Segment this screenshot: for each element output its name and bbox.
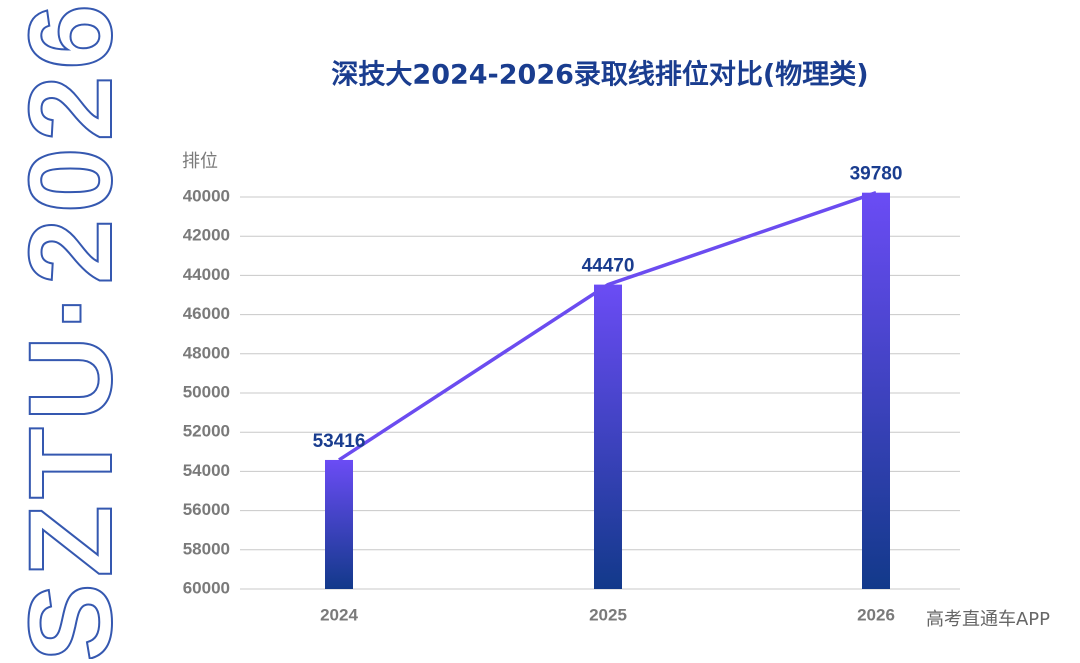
y-tick-label: 52000 [183,422,230,441]
line [338,191,877,462]
y-tick-label: 58000 [183,539,230,558]
data-label: 44470 [582,256,635,277]
y-tick-label: 42000 [183,226,230,245]
bar [862,192,890,590]
y-tick-label: 48000 [183,343,230,362]
y-tick-label: 56000 [183,500,230,519]
y-tick-label: 44000 [183,265,230,284]
y-tick-label: 54000 [183,461,230,480]
watermark: 高考直通车APP [926,609,1050,630]
y-axis-label: 排位 [182,151,218,172]
chart-title: 深技大2024-2026录取线排位对比(物理类) [331,59,868,91]
x-tick-label: 2024 [320,605,358,624]
y-tick-label: 40000 [183,186,230,205]
side-text: SZTU·2026 [5,0,137,659]
bar [594,284,622,589]
bar [325,459,353,589]
y-tick-label: 50000 [183,382,230,401]
y-tick-label: 46000 [183,304,230,323]
data-label: 39780 [850,164,903,185]
data-label: 53416 [313,431,366,452]
y-tick-label: 60000 [183,578,230,597]
x-tick-label: 2026 [857,605,895,624]
x-tick-label: 2025 [589,605,627,624]
